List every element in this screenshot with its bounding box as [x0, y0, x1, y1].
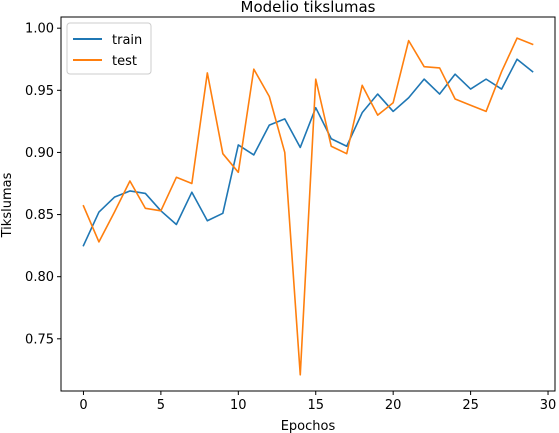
- x-axis-ticks: 0 5 10 15 20 25 30: [79, 391, 556, 413]
- x-tick-label-10: 10: [230, 398, 247, 413]
- y-axis-label: Tikslumas: [0, 172, 15, 238]
- y-tick-label-0.80: 0.80: [25, 270, 54, 285]
- chart-title: Modelio tikslumas: [241, 0, 376, 16]
- x-tick-label-30: 30: [540, 398, 557, 413]
- y-tick-label-0.90: 0.90: [25, 146, 54, 161]
- x-axis-label: Epochos: [281, 419, 336, 433]
- x-tick-label-20: 20: [385, 398, 402, 413]
- legend-label-test: test: [112, 54, 137, 69]
- x-tick-label-25: 25: [462, 398, 479, 413]
- y-tick-label-0.85: 0.85: [25, 208, 54, 223]
- series-line-test: [82, 37, 534, 376]
- plot-area-frame: [60, 16, 556, 392]
- x-tick-label-0: 0: [79, 398, 87, 413]
- y-axis-ticks: 0.75 0.80 0.85 0.90 0.95 1.00: [25, 22, 61, 347]
- legend: train test: [66, 22, 152, 75]
- series-layer: [82, 37, 534, 376]
- x-tick-label-15: 15: [307, 398, 324, 413]
- y-tick-label-0.95: 0.95: [25, 84, 54, 99]
- legend-box: [66, 22, 152, 75]
- series-line-train: [82, 58, 534, 247]
- y-tick-label-1.00: 1.00: [25, 22, 54, 37]
- x-tick-label-5: 5: [157, 398, 165, 413]
- legend-label-train: train: [112, 33, 142, 48]
- y-tick-label-0.75: 0.75: [25, 332, 54, 347]
